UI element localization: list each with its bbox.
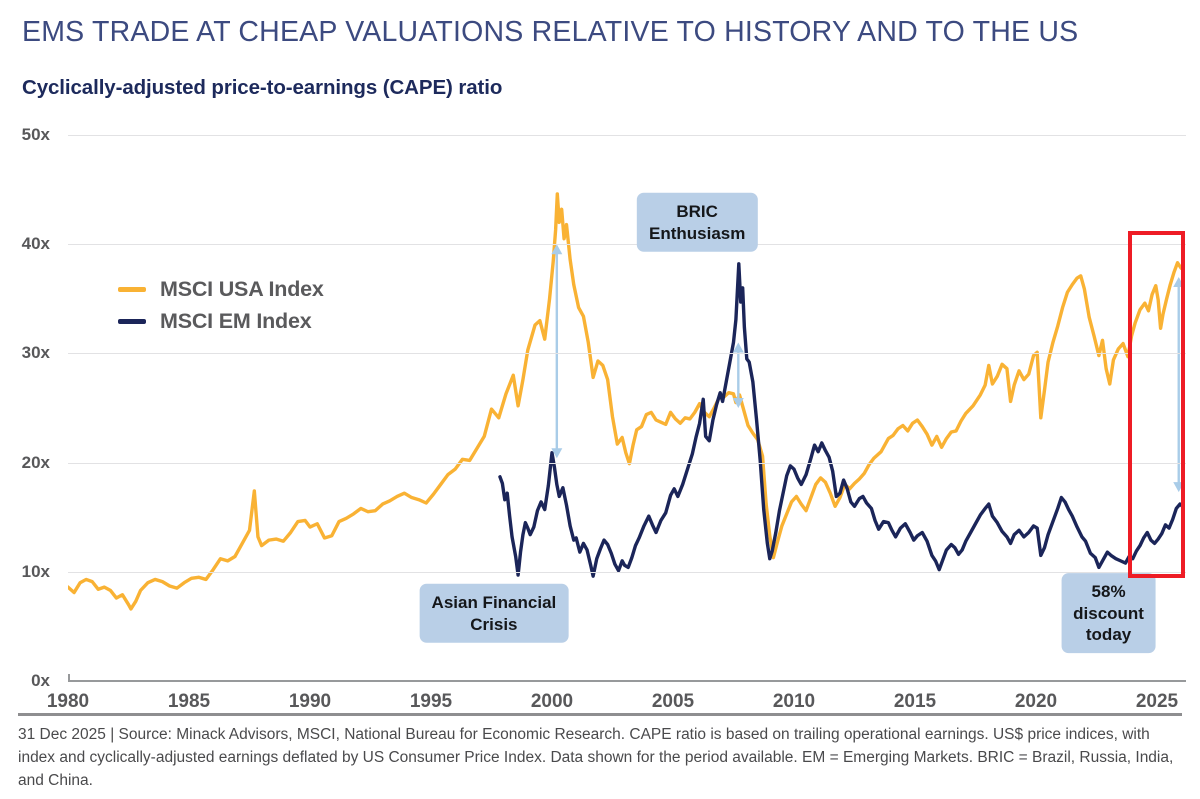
y-tick-label: 50x: [21, 125, 50, 144]
legend-item-usa: MSCI USA Index: [118, 273, 324, 305]
gridline: [68, 353, 1186, 355]
y-tick-label: 20x: [21, 452, 50, 472]
highlight-box: [1127, 231, 1185, 579]
page-title: EMS TRADE AT CHEAP VALUATIONS RELATIVE T…: [22, 16, 1079, 48]
x-tick-label: 1980: [46, 691, 90, 712]
plot-area: 0x 10x 20x 30x 40x 50x 1980 1985 1990 1995 2000 20…: [22, 125, 1186, 712]
gridline: [68, 571, 1186, 573]
series-line-usa: [68, 192, 1183, 611]
legend-label-em: MSCI EM Index: [160, 308, 312, 333]
footnote-divider: [18, 713, 1182, 716]
series-lines: [68, 192, 1185, 611]
y-tick-label: 10x: [21, 561, 50, 581]
legend-swatch-usa: [118, 286, 146, 292]
legend-item-em: MSCI EM Index: [118, 305, 324, 337]
x-tick-label: 2005: [651, 691, 695, 712]
y-tick-label: 30x: [21, 343, 50, 363]
axis-cap-left: [68, 674, 70, 681]
spread-arrow: [732, 342, 744, 408]
chart-subtitle: Cyclically-adjusted price-to-earnings (C…: [22, 76, 503, 99]
x-tick-label: 1995: [409, 691, 453, 712]
y-tick-label: 40x: [21, 234, 50, 254]
x-tick-label: 2025: [1135, 691, 1179, 712]
footnote-text: 31 Dec 2025 | Source: Minack Advisors, M…: [18, 726, 1174, 789]
callout-bric-enthusiasm: BRIC Enthusiasm: [636, 193, 758, 252]
x-tick-label: 2020: [1014, 691, 1058, 712]
chart-legend: MSCI USA Index MSCI EM Index: [118, 273, 324, 337]
x-tick-label: 2000: [530, 691, 574, 712]
x-axis-line: [68, 680, 1186, 682]
cape-ratio-chart: 0x 10x 20x 30x 40x 50x 1980 1985 1990 1995 2000 20…: [0, 118, 1200, 712]
gridline: [68, 244, 1186, 246]
x-tick-label: 1990: [288, 691, 332, 712]
x-tick-label: 2010: [772, 691, 816, 712]
legend-label-usa: MSCI USA Index: [160, 276, 324, 301]
legend-swatch-em: [118, 318, 146, 324]
spread-arrow: [551, 244, 563, 459]
series-line-em: [498, 262, 1185, 578]
callout-asian-financial-crisis: Asian Financial Crisis: [419, 584, 569, 643]
y-tick-label: 0x: [31, 671, 50, 690]
gridline: [68, 135, 1186, 136]
callout-discount-today: 58% discount today: [1061, 573, 1156, 654]
x-tick-label: 2015: [893, 691, 937, 712]
x-tick-label: 1985: [167, 691, 211, 712]
gridline: [68, 462, 1186, 464]
